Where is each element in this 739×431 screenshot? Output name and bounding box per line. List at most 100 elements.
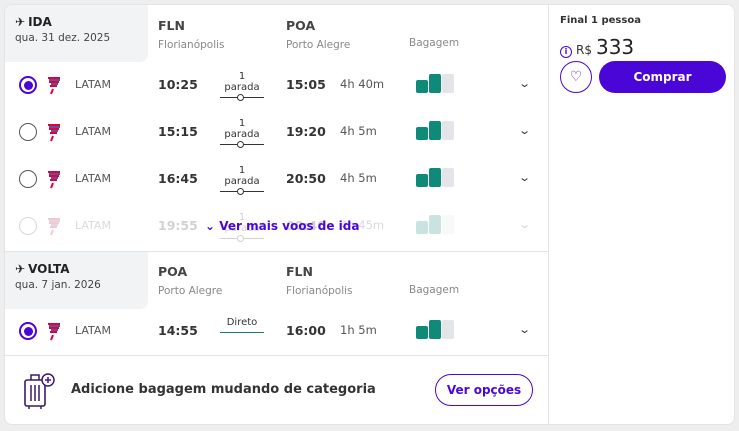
duration: 4h 40m (340, 77, 385, 91)
return-destination-code: FLN (286, 264, 313, 279)
flight-row[interactable]: LATAM 19:55 1 parada 00:40 4h 45m ⌄ (5, 206, 548, 246)
departure-time: 19:55 (158, 218, 198, 233)
stops-indicator: Direto (220, 317, 264, 333)
carry-on-icon (429, 74, 441, 93)
airline-name: LATAM (75, 324, 111, 337)
arrival-time: 15:05 (286, 77, 326, 92)
stops-indicator: 1 parada (220, 165, 264, 195)
baggage-icons (416, 215, 454, 234)
arrival-time: 16:00 (286, 323, 326, 338)
expand-chevron-icon[interactable]: ⌄ (518, 323, 532, 336)
baggage-label: Bagagem (409, 37, 460, 49)
latam-logo-icon (48, 171, 60, 189)
expand-chevron-icon[interactable]: ⌄ (518, 77, 532, 90)
departure-time: 16:45 (158, 171, 198, 186)
price-amount: 333 (595, 35, 635, 59)
plane-return-icon: ✈ (15, 262, 26, 276)
stops-label: Direto (226, 317, 258, 328)
divider (5, 251, 548, 252)
baggage-icons (416, 168, 454, 187)
flight-summary-card: ✈ IDA qua. 31 dez. 2025 FLN Florianópolis… (4, 4, 735, 425)
outbound-label: IDA (28, 15, 52, 29)
flight-radio[interactable] (19, 322, 37, 340)
flight-row[interactable]: LATAM 10:25 1 parada 15:05 4h 40m ⌄ (5, 65, 548, 105)
personal-item-icon (416, 326, 428, 339)
arrival-time: 20:50 (286, 171, 326, 186)
latam-logo-icon (48, 124, 60, 142)
return-label: VOLTA (28, 262, 70, 276)
carry-on-icon (429, 215, 441, 234)
buy-button[interactable]: Comprar (599, 61, 726, 93)
checked-bag-icon (442, 74, 454, 93)
heart-icon: ♡ (569, 69, 583, 85)
divider (5, 355, 548, 356)
checked-bag-icon (442, 320, 454, 339)
checked-bag-icon (442, 215, 454, 234)
currency: R$ (576, 43, 592, 57)
return-header: ✈ VOLTA qua. 7 jan. 2026 (5, 252, 148, 309)
origin-city: Florianópolis (158, 39, 225, 51)
info-icon[interactable]: i (560, 46, 572, 58)
expand-chevron-icon[interactable]: ⌄ (518, 218, 532, 231)
baggage-banner-text: Adicione bagagem mudando de categoria (71, 382, 376, 397)
flight-row[interactable]: LATAM 14:55 Direto 16:00 1h 5m ⌄ (5, 311, 548, 351)
chevron-down-icon: ⌄ (205, 219, 220, 233)
departure-time: 10:25 (158, 77, 198, 92)
outbound-header: ✈ IDA qua. 31 dez. 2025 (5, 5, 148, 62)
latam-logo-icon (48, 77, 60, 95)
favorite-button[interactable]: ♡ (560, 61, 592, 93)
return-origin-code: POA (158, 264, 188, 279)
personal-item-icon (416, 127, 428, 140)
return-origin-city: Porto Alegre (158, 285, 223, 297)
airline-name: LATAM (75, 219, 111, 232)
airline-name: LATAM (75, 172, 111, 185)
flight-radio[interactable] (19, 123, 37, 141)
departure-time: 14:55 (158, 323, 198, 338)
price-panel: Final 1 pessoa i R$ 333 ♡ Comprar (548, 5, 734, 424)
latam-logo-icon (48, 323, 60, 341)
airline-name: LATAM (75, 78, 111, 91)
destination-code: POA (286, 18, 316, 33)
stops-label: 1 parada (224, 71, 260, 93)
arrival-time: 19:20 (286, 124, 326, 139)
luggage-add-icon (24, 373, 55, 409)
itinerary-panel: ✈ IDA qua. 31 dez. 2025 FLN Florianópolis… (5, 5, 548, 424)
checked-bag-icon (442, 168, 454, 187)
baggage-icons (416, 320, 454, 339)
duration: 4h 5m (340, 124, 377, 138)
personal-item-icon (416, 80, 428, 93)
flight-radio[interactable] (19, 76, 37, 94)
stops-label: 1 parada (224, 212, 260, 234)
stops-indicator: 1 parada (220, 118, 264, 148)
return-baggage-label: Bagagem (409, 284, 460, 296)
stops-indicator: 1 parada (220, 71, 264, 101)
stops-label: 1 parada (224, 165, 260, 187)
personal-item-icon (416, 174, 428, 187)
expand-chevron-icon[interactable]: ⌄ (518, 171, 532, 184)
duration: 4h 45m (340, 218, 385, 232)
origin-code: FLN (158, 18, 185, 33)
arrival-time: 00:40 (286, 218, 326, 233)
stops-label: 1 parada (224, 118, 260, 140)
stops-indicator: 1 parada (220, 212, 264, 242)
see-more-flights-link[interactable]: ⌄ Ver mais voos de ida (205, 219, 360, 233)
airline-name: LATAM (75, 125, 111, 138)
carry-on-icon (429, 168, 441, 187)
personal-item-icon (416, 221, 428, 234)
flight-radio[interactable] (19, 170, 37, 188)
return-destination-city: Florianópolis (286, 285, 353, 297)
expand-chevron-icon[interactable]: ⌄ (518, 124, 532, 137)
plane-departure-icon: ✈ (15, 15, 26, 29)
see-options-button[interactable]: Ver opções (435, 374, 533, 406)
flight-row[interactable]: LATAM 16:45 1 parada 20:50 4h 5m ⌄ (5, 159, 548, 199)
baggage-icons (416, 74, 454, 93)
price-label: Final 1 pessoa (560, 15, 641, 26)
return-date: qua. 7 jan. 2026 (15, 279, 101, 291)
flight-row[interactable]: LATAM 15:15 1 parada 19:20 4h 5m ⌄ (5, 112, 548, 152)
latam-logo-icon (48, 218, 60, 236)
flight-radio[interactable] (19, 217, 37, 235)
departure-time: 15:15 (158, 124, 198, 139)
destination-city: Porto Alegre (286, 39, 351, 51)
baggage-icons (416, 121, 454, 140)
checked-bag-icon (442, 121, 454, 140)
